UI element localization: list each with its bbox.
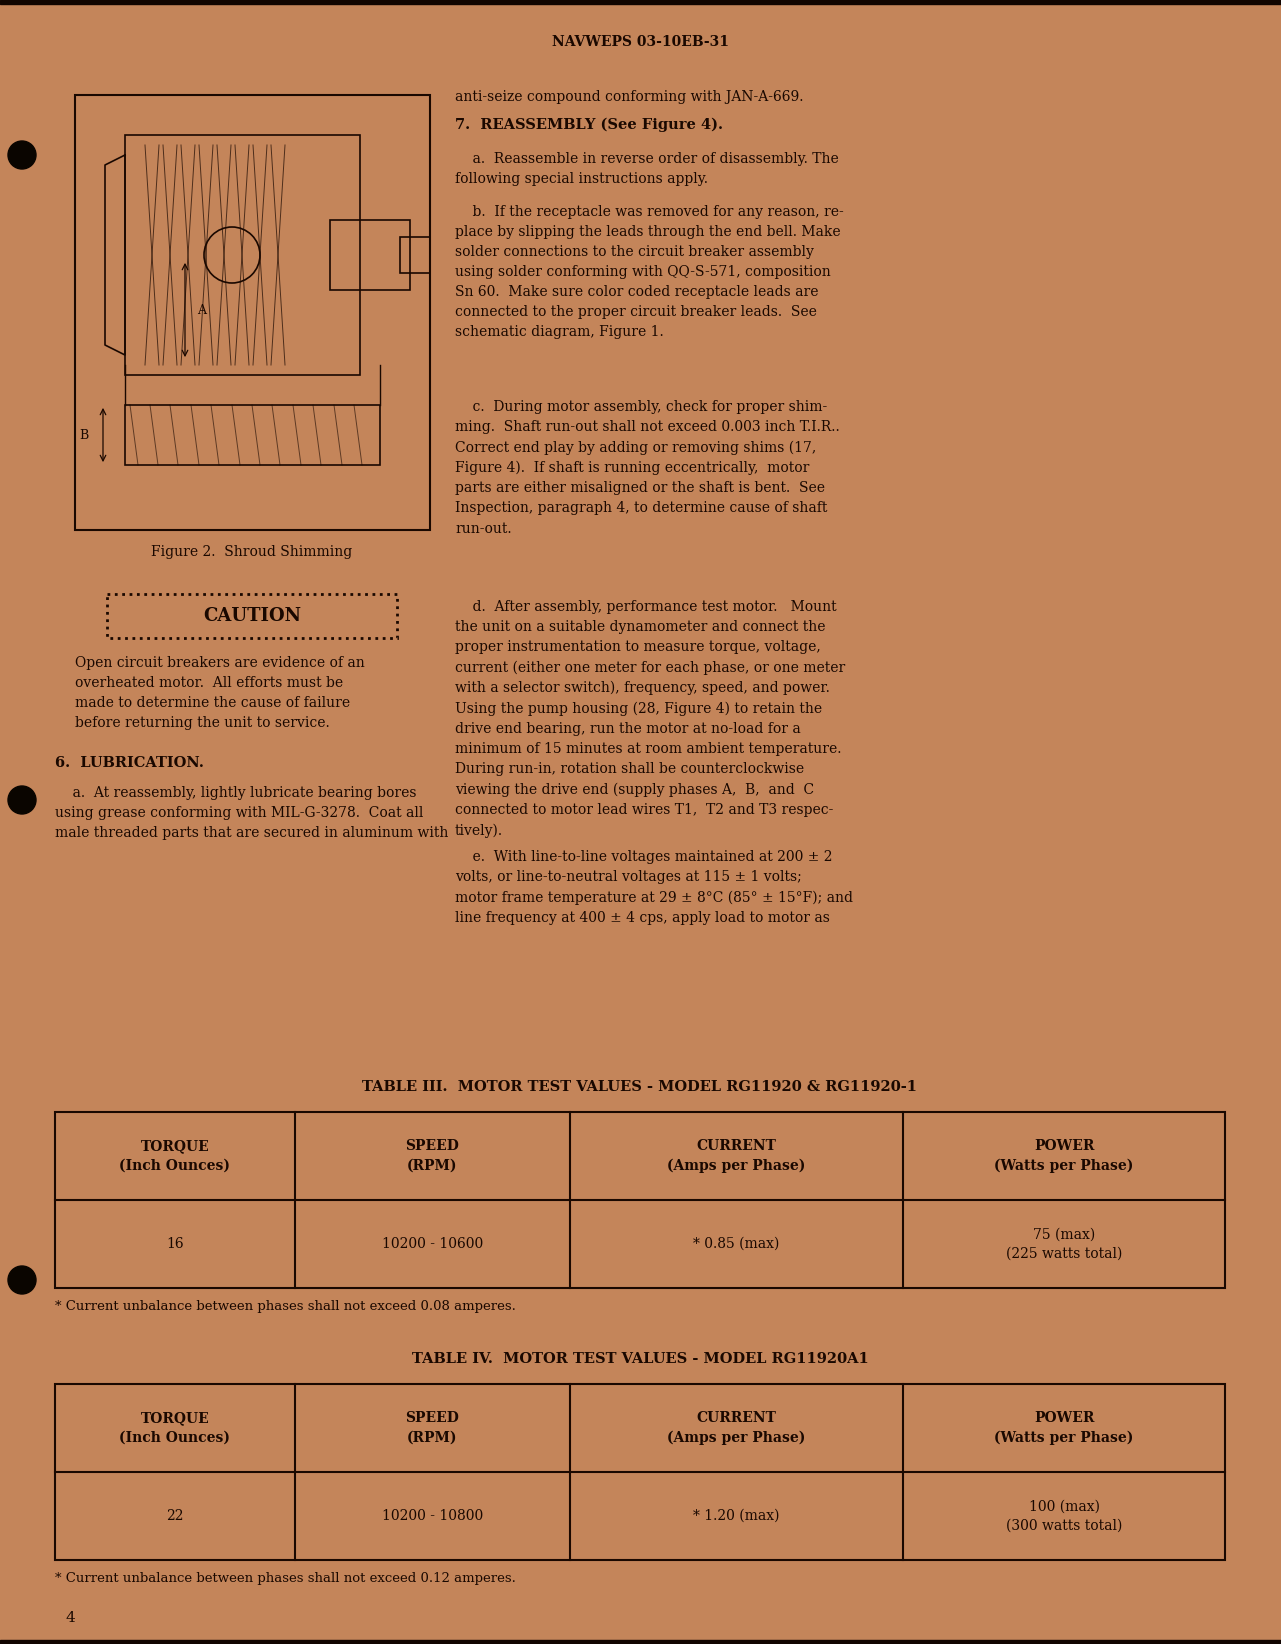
Bar xyxy=(330,220,410,289)
Text: * 0.85 (max): * 0.85 (max) xyxy=(693,1236,780,1251)
Text: CURRENT
(Amps per Phase): CURRENT (Amps per Phase) xyxy=(667,1139,806,1174)
Text: b.  If the receptacle was removed for any reason, re-
place by slipping the lead: b. If the receptacle was removed for any… xyxy=(455,206,844,339)
Text: SPEED
(RPM): SPEED (RPM) xyxy=(405,1139,460,1172)
Text: c.  During motor assembly, check for proper shim-
ming.  Shaft run-out shall not: c. During motor assembly, check for prop… xyxy=(455,399,840,536)
Bar xyxy=(0,0,1281,3)
Text: 4: 4 xyxy=(65,1611,74,1624)
Text: SPEED
(RPM): SPEED (RPM) xyxy=(405,1411,460,1445)
Text: 7.  REASSEMBLY (See Figure 4).: 7. REASSEMBLY (See Figure 4). xyxy=(455,118,722,133)
Text: * Current unbalance between phases shall not exceed 0.08 amperes.: * Current unbalance between phases shall… xyxy=(55,1300,516,1314)
Text: 16: 16 xyxy=(167,1236,183,1251)
Text: 75 (max)
(225 watts total): 75 (max) (225 watts total) xyxy=(1006,1228,1122,1261)
Text: TABLE IV.  MOTOR TEST VALUES - MODEL RG11920A1: TABLE IV. MOTOR TEST VALUES - MODEL RG11… xyxy=(411,1351,869,1366)
Text: CAUTION: CAUTION xyxy=(202,607,301,625)
Bar xyxy=(76,95,430,529)
Text: 10200 - 10800: 10200 - 10800 xyxy=(382,1509,483,1522)
Text: * Current unbalance between phases shall not exceed 0.12 amperes.: * Current unbalance between phases shall… xyxy=(55,1572,516,1585)
Text: POWER
(Watts per Phase): POWER (Watts per Phase) xyxy=(994,1411,1134,1445)
Text: TORQUE
(Inch Ounces): TORQUE (Inch Ounces) xyxy=(119,1139,231,1172)
Text: B: B xyxy=(79,429,88,442)
Text: NAVWEPS 03-10EB-31: NAVWEPS 03-10EB-31 xyxy=(552,35,729,49)
Text: Figure 2.  Shroud Shimming: Figure 2. Shroud Shimming xyxy=(151,546,352,559)
Bar xyxy=(55,1384,1225,1560)
Bar xyxy=(126,135,360,375)
Text: 22: 22 xyxy=(167,1509,183,1522)
Text: a.  Reassemble in reverse order of disassembly. The
following special instructio: a. Reassemble in reverse order of disass… xyxy=(455,151,839,186)
Text: TORQUE
(Inch Ounces): TORQUE (Inch Ounces) xyxy=(119,1411,231,1445)
Text: a.  At reassembly, lightly lubricate bearing bores
using grease conforming with : a. At reassembly, lightly lubricate bear… xyxy=(55,786,448,840)
Text: 100 (max)
(300 watts total): 100 (max) (300 watts total) xyxy=(1006,1499,1122,1532)
Circle shape xyxy=(8,786,36,814)
Text: d.  After assembly, performance test motor.   Mount
the unit on a suitable dynam: d. After assembly, performance test moto… xyxy=(455,600,845,837)
Bar xyxy=(108,593,397,638)
Text: Open circuit breakers are evidence of an
overheated motor.  All efforts must be
: Open circuit breakers are evidence of an… xyxy=(76,656,365,730)
Text: anti-seize compound conforming with JAN-A-669.: anti-seize compound conforming with JAN-… xyxy=(455,90,803,104)
Text: A: A xyxy=(197,304,206,317)
Text: CURRENT
(Amps per Phase): CURRENT (Amps per Phase) xyxy=(667,1411,806,1445)
Text: 10200 - 10600: 10200 - 10600 xyxy=(382,1236,483,1251)
Bar xyxy=(55,1111,1225,1287)
Text: * 1.20 (max): * 1.20 (max) xyxy=(693,1509,780,1522)
Circle shape xyxy=(8,1266,36,1294)
Circle shape xyxy=(8,141,36,169)
Bar xyxy=(126,404,380,465)
Text: POWER
(Watts per Phase): POWER (Watts per Phase) xyxy=(994,1139,1134,1174)
Text: e.  With line-to-line voltages maintained at 200 ± 2
volts, or line-to-neutral v: e. With line-to-line voltages maintained… xyxy=(455,850,853,926)
Text: 6.  LUBRICATION.: 6. LUBRICATION. xyxy=(55,756,204,769)
Text: TABLE III.  MOTOR TEST VALUES - MODEL RG11920 & RG11920-1: TABLE III. MOTOR TEST VALUES - MODEL RG1… xyxy=(363,1080,917,1093)
Bar xyxy=(0,1641,1281,1644)
Bar xyxy=(400,237,430,273)
